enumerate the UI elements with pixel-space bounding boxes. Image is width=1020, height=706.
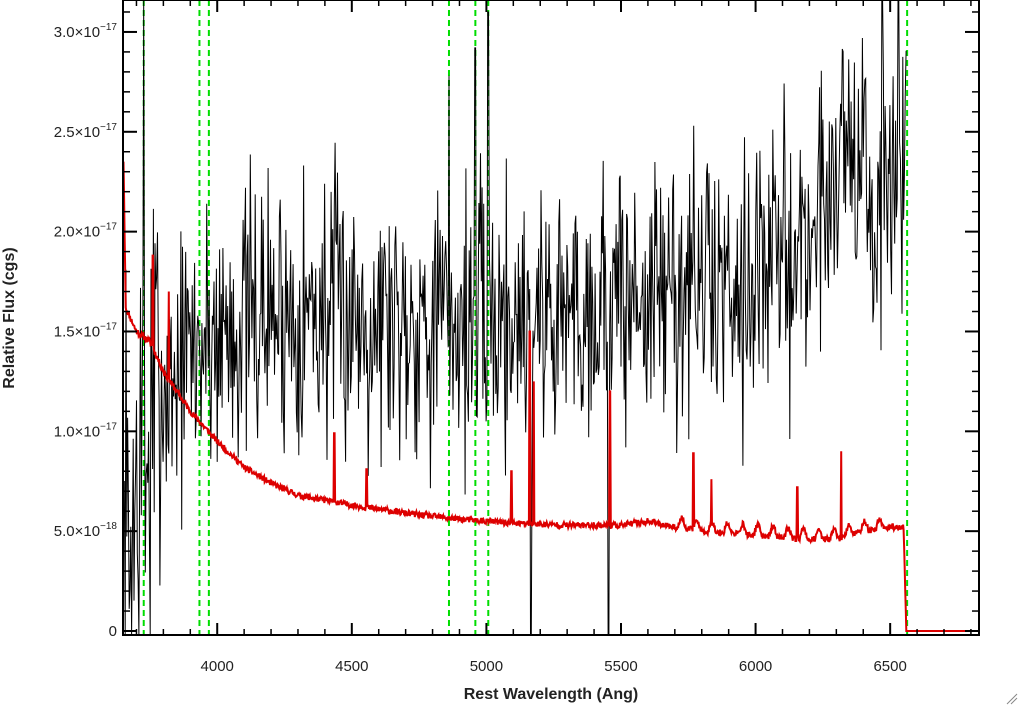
y-tick-label: 0: [109, 623, 117, 640]
y-tick-label: 5.0×10−18: [54, 521, 118, 540]
x-tick-label: 4500: [335, 658, 368, 675]
observed-spectrum-line: [123, 0, 907, 635]
x-tick-label: 5500: [604, 658, 637, 675]
y-tick-label: 1.0×10−17: [54, 421, 118, 440]
x-axis-ticks: 4000 4500 5000 5500 6000 6500: [135, 0, 972, 675]
x-axis-label: Rest Wavelength (Ang): [464, 686, 639, 703]
x-tick-label: 5000: [470, 658, 503, 675]
y-tick-label: 2.0×10−17: [54, 222, 118, 241]
x-tick-label: 6500: [873, 658, 906, 675]
resize-grip-icon[interactable]: [1006, 693, 1018, 705]
y-axis-label: Relative Flux (cgs): [1, 247, 18, 388]
y-tick-label: 2.5×10−17: [54, 122, 118, 141]
x-tick-label: 6000: [739, 658, 772, 675]
x-tick-label: 4000: [201, 658, 234, 675]
model-spectrum-line: [122, 161, 979, 632]
plot-frame: [122, 0, 980, 636]
y-tick-label: 3.0×10−17: [54, 22, 118, 41]
y-tick-label: 1.5×10−17: [54, 321, 118, 340]
y-axis-ticks: 0 5.0×10−18 1.0×10−17 1.5×10−17 2.0×10−17 2.5…: [54, 11, 979, 640]
spectrum-series: [122, 0, 979, 635]
